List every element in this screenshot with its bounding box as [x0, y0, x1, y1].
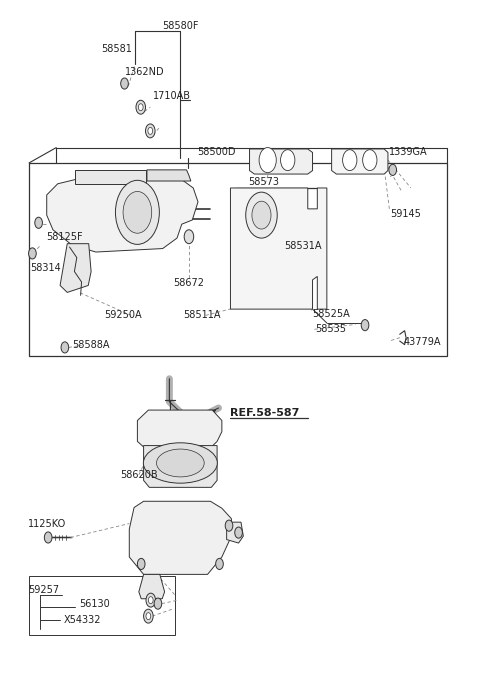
Circle shape — [154, 598, 162, 610]
Circle shape — [361, 319, 369, 331]
Polygon shape — [129, 501, 231, 575]
Circle shape — [116, 180, 159, 245]
Polygon shape — [332, 149, 388, 174]
Text: 58672: 58672 — [173, 278, 204, 288]
Polygon shape — [75, 170, 145, 184]
Text: 58125F: 58125F — [46, 231, 83, 242]
Text: 59145: 59145 — [390, 209, 421, 219]
Text: 1339GA: 1339GA — [389, 147, 428, 157]
Text: 1125KO: 1125KO — [28, 519, 66, 528]
Text: 1362ND: 1362ND — [124, 67, 164, 78]
Circle shape — [343, 150, 357, 171]
Polygon shape — [230, 188, 327, 309]
Polygon shape — [137, 410, 222, 447]
Circle shape — [44, 532, 52, 543]
Polygon shape — [144, 445, 217, 487]
Circle shape — [146, 593, 156, 607]
Circle shape — [235, 527, 242, 538]
Circle shape — [144, 610, 153, 623]
Ellipse shape — [144, 442, 217, 483]
Bar — [29, 576, 175, 635]
Circle shape — [281, 150, 295, 171]
Text: 59250A: 59250A — [104, 310, 142, 320]
Text: 58573: 58573 — [249, 178, 279, 187]
Text: 56130: 56130 — [79, 598, 109, 609]
Text: 58500D: 58500D — [197, 147, 236, 157]
Circle shape — [148, 127, 153, 134]
Circle shape — [246, 192, 277, 238]
Polygon shape — [147, 170, 191, 181]
Circle shape — [123, 192, 152, 233]
Circle shape — [363, 150, 377, 171]
Bar — [29, 163, 446, 356]
Circle shape — [148, 597, 153, 604]
Circle shape — [120, 78, 128, 89]
Text: 58620B: 58620B — [120, 470, 157, 480]
Ellipse shape — [156, 449, 204, 477]
Text: 58580F: 58580F — [162, 21, 199, 31]
Circle shape — [184, 230, 194, 244]
Text: 1710AB: 1710AB — [153, 91, 191, 101]
Circle shape — [259, 147, 276, 173]
Text: REF.58-587: REF.58-587 — [229, 408, 299, 418]
Circle shape — [146, 612, 151, 619]
Text: 58525A: 58525A — [312, 309, 350, 319]
Text: 58314: 58314 — [30, 263, 61, 273]
Circle shape — [138, 103, 143, 110]
Polygon shape — [227, 522, 243, 543]
Circle shape — [35, 217, 42, 229]
Polygon shape — [60, 244, 91, 292]
Circle shape — [29, 248, 36, 259]
Polygon shape — [139, 575, 165, 599]
Circle shape — [137, 559, 145, 570]
Text: 58511A: 58511A — [183, 310, 220, 320]
Text: 59257: 59257 — [28, 584, 59, 595]
Circle shape — [136, 100, 145, 114]
Text: 58581: 58581 — [102, 44, 132, 54]
Circle shape — [61, 342, 69, 353]
Polygon shape — [250, 149, 312, 174]
Polygon shape — [47, 177, 198, 252]
Text: 43779A: 43779A — [404, 337, 441, 347]
Text: 58588A: 58588A — [72, 340, 109, 350]
Text: 58531A: 58531A — [284, 241, 322, 252]
Circle shape — [145, 124, 155, 138]
Text: 58535: 58535 — [315, 324, 347, 334]
Text: X54332: X54332 — [63, 614, 101, 625]
Circle shape — [389, 164, 396, 175]
Circle shape — [252, 201, 271, 229]
Circle shape — [225, 520, 233, 531]
Circle shape — [216, 559, 223, 570]
